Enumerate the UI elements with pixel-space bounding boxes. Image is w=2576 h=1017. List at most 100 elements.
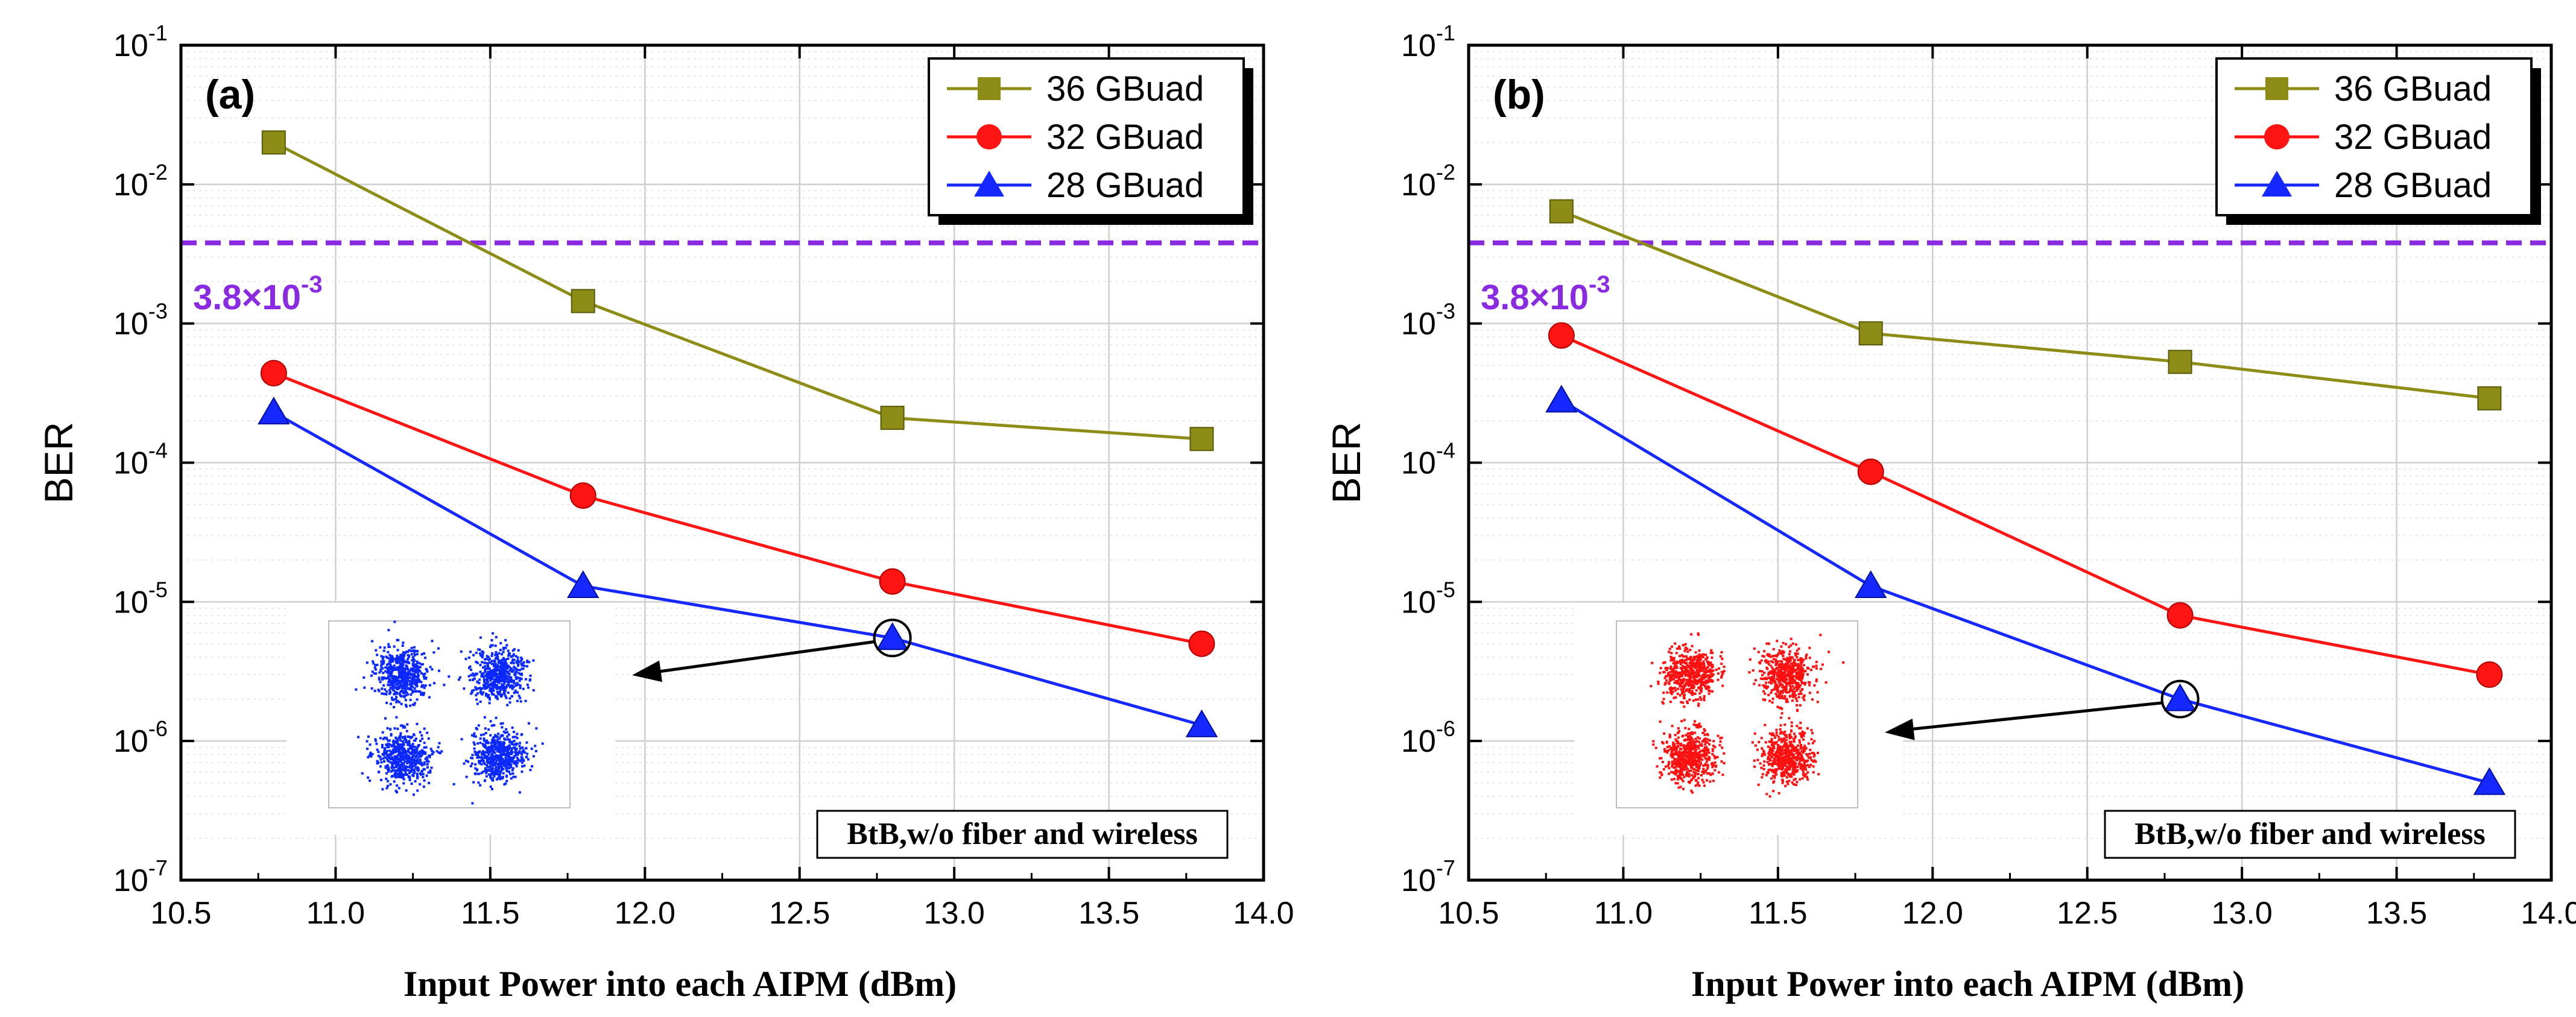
x-tick-label: 11.0 (306, 896, 365, 931)
x-tick-label: 10.5 (1438, 896, 1499, 931)
threshold-label-exp: -3 (1589, 271, 1610, 298)
y-tick-label: 10-2 (113, 160, 168, 203)
legend-entry: 32 GBuad (947, 118, 1204, 157)
y-tick-label: 10-5 (1401, 577, 1455, 620)
data-point (2476, 661, 2503, 688)
annotation-arrow-head (1885, 719, 1915, 740)
y-tick-label: 10-2 (1401, 160, 1455, 203)
constellation-points (355, 620, 544, 805)
data-point (2163, 683, 2197, 711)
threshold-label-base: 3.8×10 (1481, 278, 1589, 317)
data-point (258, 397, 290, 425)
condition-box (816, 810, 1229, 859)
y-tick-label-base: 10 (1401, 446, 1436, 481)
data-point (1189, 427, 1214, 452)
y-tick-label-base: 10 (113, 307, 148, 342)
y-tick-label: 10-4 (1401, 438, 1455, 481)
y-tick-label: 10-3 (113, 299, 168, 342)
x-tick-label: 14.0 (1233, 896, 1294, 931)
axis-ticks: 10.5 11.0 11.5 12.0 12.5 13.0 13.5 14.010-710-6… (1401, 20, 2576, 931)
data-point (876, 622, 909, 650)
y-tick-label-base: 10 (1401, 863, 1436, 898)
series-line-32-gbaud (273, 371, 1202, 646)
data-point (2473, 767, 2506, 795)
y-axis-label: BER (36, 422, 81, 504)
data-point (2168, 350, 2192, 374)
condition-label: BtB,w/o fiber and wireless (847, 817, 1198, 851)
inset-background (1574, 603, 1903, 835)
series-group (258, 130, 1218, 737)
x-tick-label: 13.5 (2366, 896, 2427, 931)
y-tick-label-exp: -6 (1436, 716, 1455, 741)
legend-entry: 32 GBuad (2235, 118, 2492, 157)
y-tick-label: 10-7 (1401, 855, 1455, 898)
annotation-arrow-line (1902, 701, 2163, 732)
legend-label: 28 GBuad (2334, 166, 2492, 205)
y-tick-label-base: 10 (113, 28, 148, 63)
y-tick-label-base: 10 (113, 863, 148, 898)
y-tick-label-base: 10 (1401, 585, 1436, 620)
legend-marker-square (2265, 77, 2288, 100)
y-tick-label: 10-5 (113, 577, 168, 620)
x-tick-label: 12.5 (2057, 896, 2118, 931)
data-point (261, 130, 286, 155)
series-line-28-gbaud (1560, 399, 2490, 785)
chart-panel-a: 3.8×10-310.5 11.0 11.5 12.0 12.5 13.0 13.5 14.0… (36, 20, 1294, 1004)
legend-label: 32 GBuad (1046, 118, 1204, 157)
grid (180, 44, 1265, 881)
x-tick-label: 11.5 (1748, 896, 1807, 931)
data-point (2477, 386, 2502, 411)
y-tick-label-base: 10 (113, 724, 148, 759)
annotation-arrow-head (632, 660, 663, 682)
series-line-36-gbaud (273, 141, 1202, 441)
data-point (1548, 322, 1575, 349)
data-point (1854, 570, 1887, 599)
x-tick-label: 14.0 (2521, 896, 2576, 931)
y-tick-label-base: 10 (1401, 307, 1436, 342)
y-tick-label-exp: -1 (1436, 20, 1455, 45)
legend-label: 32 GBuad (2334, 118, 2492, 157)
x-tick-label: 12.0 (615, 896, 676, 931)
y-tick-label: 10-3 (1401, 299, 1455, 342)
chart-panel-b: 3.8×10-310.5 11.0 11.5 12.0 12.5 13.0 13.5 14.0… (1324, 20, 2576, 1004)
y-tick-label-exp: -7 (148, 855, 168, 880)
data-point (879, 568, 906, 595)
condition-box (2104, 810, 2516, 859)
x-tick-label: 10.5 (150, 896, 211, 931)
legend-marker-circle (976, 124, 1002, 150)
y-axis-label: BER (1324, 422, 1369, 504)
legend: 36 GBuad 32 GBuad 28 GBuad (928, 57, 1253, 225)
legend-marker-triangle (2262, 171, 2292, 197)
threshold-label: 3.8×10-3 (193, 271, 323, 317)
y-tick-label: 10-1 (1401, 20, 1455, 63)
y-tick-label-exp: -4 (1436, 438, 1455, 463)
threshold-label-exp: -3 (301, 271, 323, 298)
threshold-label: 3.8×10-3 (1481, 271, 1610, 317)
y-tick-label-exp: -4 (148, 438, 168, 463)
series-group (1545, 199, 2506, 795)
series-line-36-gbaud (1560, 210, 2490, 400)
data-point (1857, 458, 1884, 485)
x-tick-label: 11.5 (461, 896, 519, 931)
inset-frame (328, 620, 571, 808)
y-tick-label-exp: -5 (1436, 577, 1455, 602)
y-tick-label: 10-1 (113, 20, 168, 63)
y-tick-label-base: 10 (1401, 28, 1436, 63)
y-tick-label-exp: -6 (148, 716, 168, 741)
y-tick-label-base: 10 (113, 585, 148, 620)
x-tick-label: 12.5 (769, 896, 830, 931)
panel-label: (b) (1493, 72, 1545, 118)
legend-marker-square (978, 77, 1001, 100)
highlight-circle (873, 619, 912, 658)
condition-label: BtB,w/o fiber and wireless (2135, 817, 2486, 851)
legend-label: 36 GBuad (1046, 69, 1204, 109)
y-tick-label: 10-4 (113, 438, 168, 481)
data-point (1188, 630, 1215, 657)
annotation-arrow-line (650, 640, 876, 675)
y-tick-label-exp: -2 (148, 160, 168, 184)
legend-label: 28 GBuad (1046, 166, 1204, 205)
y-tick-label: 10-7 (113, 855, 168, 898)
legend-marker-triangle (974, 171, 1004, 197)
y-tick-label-exp: -1 (148, 20, 168, 45)
